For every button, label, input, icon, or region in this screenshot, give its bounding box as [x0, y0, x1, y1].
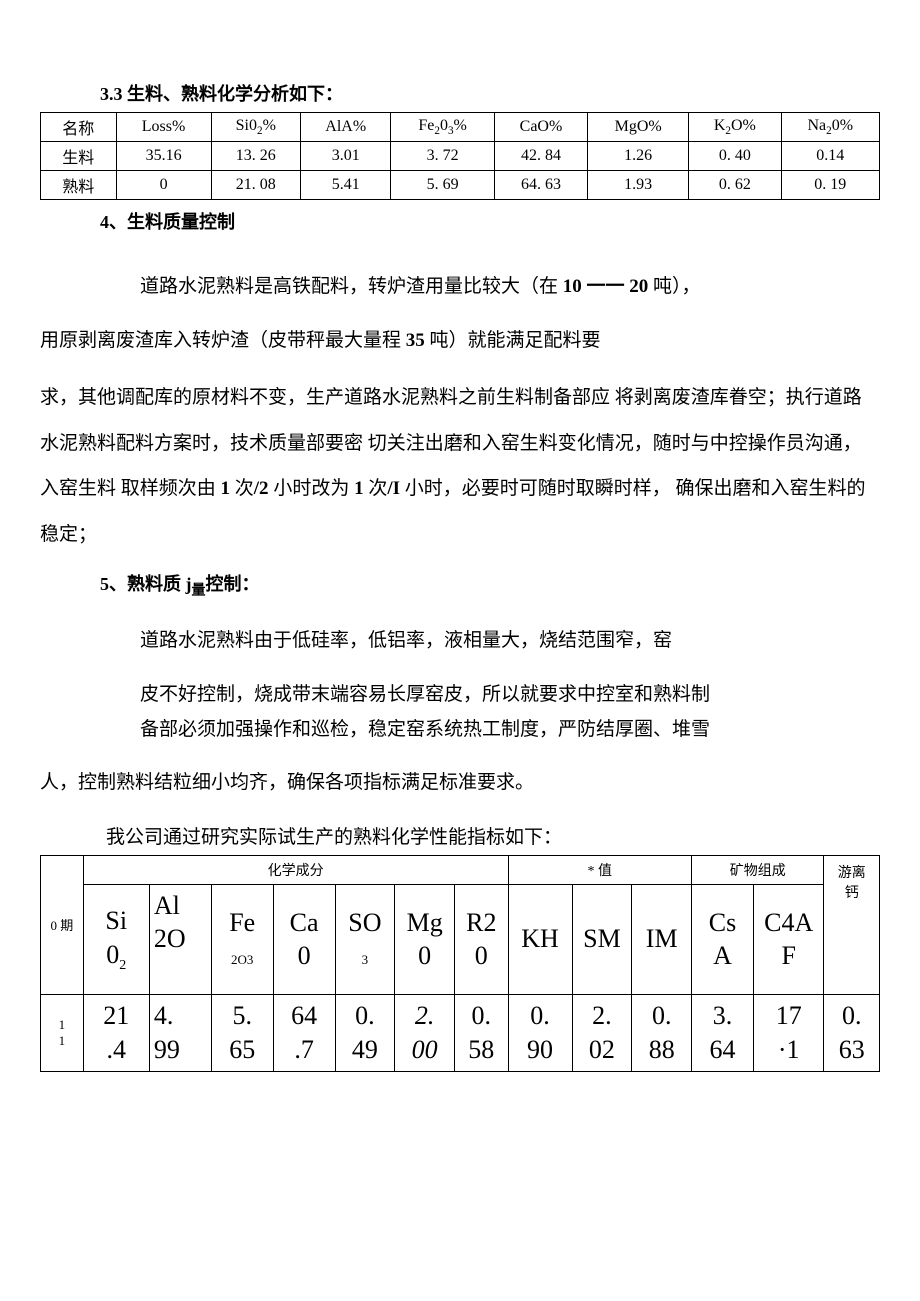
paragraph: 道路水泥熟料由于低硅率，低铝率，液相量大，烧结范围窄，窑 — [140, 623, 880, 659]
cell: 0.58 — [455, 995, 508, 1072]
cell: 1.26 — [588, 142, 689, 171]
col-sio2: Si02 — [83, 884, 149, 994]
analysis-table: 名称 Loss% Si02% AlA% Fe203% CaO% MgO% K2O… — [40, 112, 880, 200]
cell: 64.7 — [273, 995, 335, 1072]
col-cao: Ca0 — [273, 884, 335, 994]
table-row: 熟料 0 21. 08 5.41 5. 69 64. 63 1.93 0. 62… — [41, 171, 880, 200]
clinker-performance-table: 0 期 化学成分 * 值 矿物组成 游离钙 Si02 Al2O3 Fe2O3 C… — [40, 855, 880, 1072]
cell: 2.00 — [395, 995, 455, 1072]
cell: 0. 62 — [689, 171, 781, 200]
paragraph: 备部必须加强操作和巡检，稳定窑系统热工制度，严防结厚圈、堆雪 — [140, 714, 880, 746]
section-5-heading: 5、熟料质 j量控制： — [100, 570, 880, 600]
col-im: IM — [632, 884, 692, 994]
cell: 0.90 — [508, 995, 572, 1072]
paragraph: 皮不好控制，烧成带末端容易长厚窑皮，所以就要求中控室和熟料制 — [140, 679, 880, 711]
cell: 0.49 — [335, 995, 395, 1072]
cell: 3.64 — [692, 995, 754, 1072]
col-loss: Loss% — [116, 113, 211, 142]
cell: 11 — [41, 995, 84, 1072]
col-header-row: Si02 Al2O3 Fe2O3 Ca0 SO3 Mg0 R20 KH SM I… — [41, 884, 880, 994]
cell: 0.88 — [632, 995, 692, 1072]
col-name: 名称 — [41, 113, 117, 142]
col-csa: CsA — [692, 884, 754, 994]
col-c4af: C4AF — [753, 884, 823, 994]
section-33-heading: 3.3 生料、熟料化学分析如下： — [100, 80, 880, 106]
col-al2o3: Al2O3 — [149, 884, 211, 994]
col-mgo: Mg0 — [395, 884, 455, 994]
cell: 5. 69 — [391, 171, 494, 200]
group-chem: 化学成分 — [83, 855, 508, 884]
cell: 1.93 — [588, 171, 689, 200]
section-4-heading: 4、生料质量控制 — [100, 208, 880, 234]
cell: 4.99 — [149, 995, 211, 1072]
cell: 生料 — [41, 142, 117, 171]
cell: 3. 72 — [391, 142, 494, 171]
cell: 21.4 — [83, 995, 149, 1072]
col-free-ca: 游离钙 — [824, 855, 880, 994]
cell: 5.65 — [211, 995, 273, 1072]
col-cao: CaO% — [494, 113, 587, 142]
cell: 0. 40 — [689, 142, 781, 171]
paragraph: 用原剥离废渣库入转炉渣（皮带秤最大量程 35 吨）就能满足配料要 — [40, 318, 880, 364]
col-sio2: Si02% — [211, 113, 300, 142]
col-sm: SM — [572, 884, 632, 994]
cell: 0.63 — [824, 995, 880, 1072]
group-mineral: 矿物组成 — [692, 855, 824, 884]
group-header-row: 0 期 化学成分 * 值 矿物组成 游离钙 — [41, 855, 880, 884]
paragraph: 道路水泥熟料是高铁配料，转炉渣用量比较大（在 10 一一 20 吨）， — [140, 264, 880, 310]
col-fe2o3: Fe203% — [391, 113, 494, 142]
col0-header: 0 期 — [41, 855, 84, 994]
table-row: 生料 35.16 13. 26 3.01 3. 72 42. 84 1.26 0… — [41, 142, 880, 171]
group-values: * 值 — [508, 855, 692, 884]
table2-caption: 我公司通过研究实际试生产的熟料化学性能指标如下： — [106, 822, 880, 849]
cell: 3.01 — [300, 142, 390, 171]
col-r2o: R20 — [455, 884, 508, 994]
col-k2o: K2O% — [689, 113, 781, 142]
table-header-row: 名称 Loss% Si02% AlA% Fe203% CaO% MgO% K2O… — [41, 113, 880, 142]
cell: 5.41 — [300, 171, 390, 200]
cell: 熟料 — [41, 171, 117, 200]
cell: 42. 84 — [494, 142, 587, 171]
cell: 13. 26 — [211, 142, 300, 171]
cell: 0. 19 — [781, 171, 879, 200]
cell: 17·1 — [753, 995, 823, 1072]
col-mgo: MgO% — [588, 113, 689, 142]
cell: 2.02 — [572, 995, 632, 1072]
col-fe2o3: Fe2O3 — [211, 884, 273, 994]
cell: 35.16 — [116, 142, 211, 171]
col-na2o: Na20% — [781, 113, 879, 142]
col-so3: SO3 — [335, 884, 395, 994]
cell: 21. 08 — [211, 171, 300, 200]
cell: 0.14 — [781, 142, 879, 171]
data-row: 11 21.4 4.99 5.65 64.7 0.49 2.00 0.58 0.… — [41, 995, 880, 1072]
col-kh: KH — [508, 884, 572, 994]
col-ala: AlA% — [300, 113, 390, 142]
cell: 0 — [116, 171, 211, 200]
paragraph: 求，其他调配库的原材料不变，生产道路水泥熟料之前生料制备部应 将剥离废渣库眷空；… — [40, 375, 880, 557]
paragraph: 人，控制熟料结粒细小均齐，确保各项指标满足标准要求。 — [40, 762, 880, 804]
cell: 64. 63 — [494, 171, 587, 200]
